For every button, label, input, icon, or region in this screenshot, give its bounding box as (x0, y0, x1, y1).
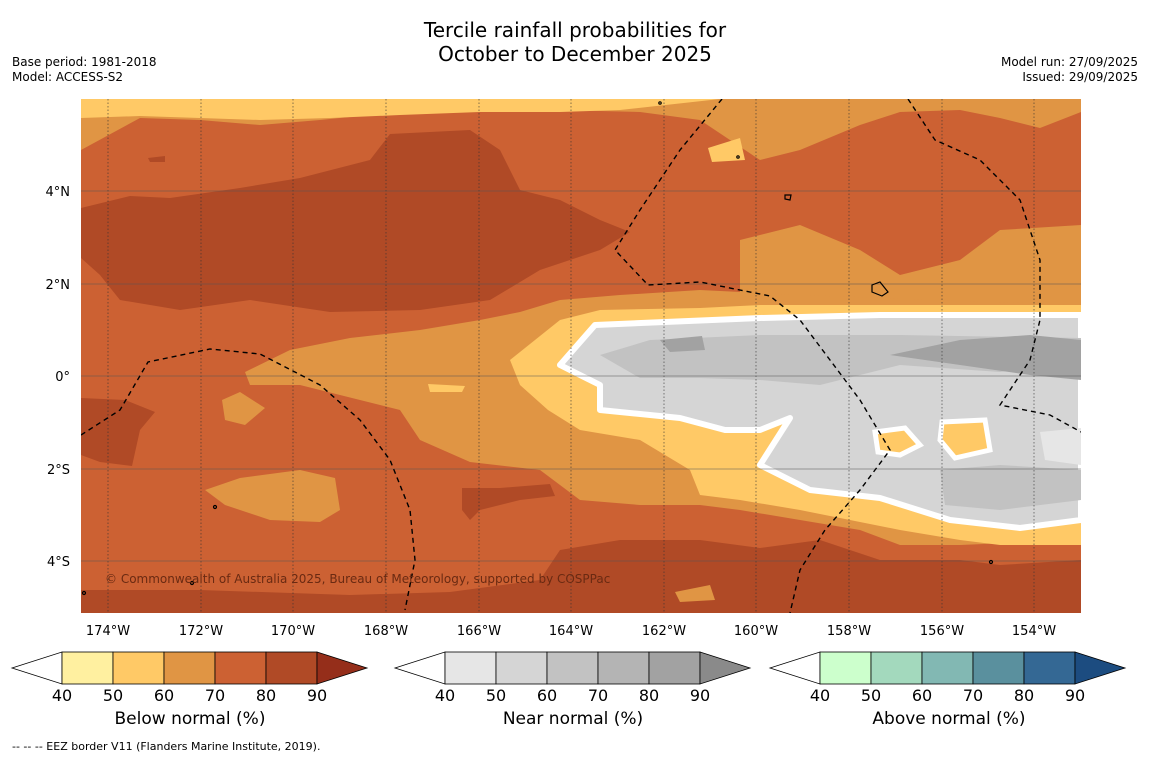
near-normal-swatch (546, 651, 599, 685)
near-normal-legend-title: Near normal (%) (502, 709, 644, 729)
below-normal-swatch (214, 651, 267, 685)
near-normal-tick-label: 50 (486, 686, 506, 705)
near-normal-swatch (444, 651, 497, 685)
above-normal-swatch (870, 651, 923, 685)
above-normal-high-arrow (1074, 651, 1127, 685)
near-normal-tick-label: 70 (588, 686, 608, 705)
below-normal-tick-label: 70 (205, 686, 225, 705)
near-normal-tick-label: 90 (690, 686, 710, 705)
near-normal-60-70-south (940, 465, 1081, 510)
below-normal-80-90-dot (148, 156, 165, 162)
lat-label: 2°N (46, 278, 71, 293)
lon-label: 170°W (271, 624, 315, 639)
below-normal-50-60-island-a (872, 425, 925, 458)
near-normal-swatch (648, 651, 701, 685)
near-normal-swatch (495, 651, 548, 685)
lon-label: 156°W (920, 624, 964, 639)
copyright-notice: © Commonwealth of Australia 2025, Bureau… (105, 572, 610, 586)
below-normal-60-70-patch-b (205, 470, 340, 522)
lat-label: 0° (55, 370, 70, 385)
near-normal-tick-label: 40 (435, 686, 455, 705)
lon-label: 174°W (86, 624, 130, 639)
above-normal-tick-label: 60 (912, 686, 932, 705)
issued-date: Issued: 29/09/2025 (1022, 70, 1138, 84)
near-normal-tick-label: 60 (537, 686, 557, 705)
lat-label: 4°N (46, 185, 71, 200)
above-normal-swatch (972, 651, 1025, 685)
longitude-gridlines (107, 99, 1035, 613)
above-normal-tick-label: 70 (963, 686, 983, 705)
below-normal-50-60-north (81, 99, 720, 120)
near-normal-low-arrow (393, 651, 446, 685)
lon-label: 162°W (642, 624, 686, 639)
lon-label: 168°W (364, 624, 408, 639)
near-normal-high-arrow (699, 651, 752, 685)
lon-label: 154°W (1012, 624, 1056, 639)
latitude-labels: 4°N 2°N 0° 2°S 4°S (46, 185, 71, 570)
islands (81, 101, 994, 596)
below-normal-60-70-east (740, 225, 1081, 310)
run-info: Model run: 27/09/2025 Issued: 29/09/2025 (1001, 55, 1138, 85)
below-normal-legend-title: Below normal (%) (114, 709, 266, 729)
below-normal-tick-label: 90 (307, 686, 327, 705)
lon-label: 158°W (827, 624, 871, 639)
title-line-1: Tercile rainfall probabilities for (423, 18, 727, 42)
lon-label: 160°W (734, 624, 778, 639)
lon-label: 166°W (457, 624, 501, 639)
latitude-gridlines (81, 190, 1081, 562)
below-normal-50-60-patch (708, 138, 745, 162)
below-normal-80-90-south (81, 540, 1081, 613)
lon-label: 164°W (549, 624, 593, 639)
below-normal-swatch (265, 651, 318, 685)
map-title: Tercile rainfall probabilities for Octob… (0, 18, 1150, 66)
above-normal-tick-label: 90 (1065, 686, 1085, 705)
above-normal-colorbar: 40 50 60 70 80 90 (768, 651, 1127, 705)
below-normal-80-90-west (81, 398, 155, 466)
below-normal-tick-label: 60 (154, 686, 174, 705)
below-normal-swatch (61, 651, 114, 685)
near-normal-80-90-patch (660, 336, 705, 352)
below-normal-high-arrow (316, 651, 369, 685)
below-normal-80-90-band (81, 130, 630, 312)
above-normal-swatch (1023, 651, 1076, 685)
base-period-info: Base period: 1981-2018 Model: ACCESS-S2 (12, 55, 157, 85)
below-normal-swatch (163, 651, 216, 685)
below-normal-tick-label: 80 (256, 686, 276, 705)
near-normal-colorbar: 40 50 60 70 80 90 (393, 651, 752, 705)
below-normal-low-arrow (10, 651, 63, 685)
lon-label: 172°W (179, 624, 223, 639)
title-line-2: October to December 2025 (438, 42, 712, 66)
below-normal-60-70-south-patch (675, 585, 715, 602)
below-normal-80-90-patch (462, 484, 555, 520)
near-normal-40-50-patch (1040, 428, 1081, 465)
below-normal-60-70-patch-a (222, 392, 265, 425)
below-normal-colorbar: 40 50 60 70 80 90 (10, 651, 369, 705)
above-normal-swatch (819, 651, 872, 685)
above-normal-tick-label: 40 (810, 686, 830, 705)
below-normal-50-60-island-b (937, 417, 993, 461)
below-normal-tick-label: 50 (103, 686, 123, 705)
colorbar-legends: 40 50 60 70 80 90 40 50 60 70 80 90 40 50 60 70 80 90 (10, 651, 1127, 705)
eez-borders (81, 99, 1081, 613)
map-fields (81, 99, 1081, 613)
above-normal-tick-label: 80 (1014, 686, 1034, 705)
above-normal-legend-title: Above normal (%) (872, 709, 1026, 729)
model-name: Model: ACCESS-S2 (12, 70, 124, 84)
eez-footnote: -- -- -- EEZ border V11 (Flanders Marine… (12, 740, 321, 753)
near-normal-80-90-region (890, 335, 1081, 380)
below-normal-50-60-small (428, 384, 465, 392)
base-period: Base period: 1981-2018 (12, 55, 157, 69)
below-normal-tick-label: 40 (52, 686, 72, 705)
lat-label: 2°S (47, 463, 70, 478)
near-normal-tick-label: 80 (639, 686, 659, 705)
below-normal-swatch (112, 651, 165, 685)
near-normal-swatch (597, 651, 650, 685)
longitude-labels: 174°W 172°W 170°W 168°W 166°W 164°W 162°… (86, 624, 1056, 639)
above-normal-tick-label: 50 (861, 686, 881, 705)
above-normal-low-arrow (768, 651, 821, 685)
lat-label: 4°S (47, 555, 70, 570)
model-run-date: Model run: 27/09/2025 (1000, 55, 1138, 69)
above-normal-swatch (921, 651, 974, 685)
